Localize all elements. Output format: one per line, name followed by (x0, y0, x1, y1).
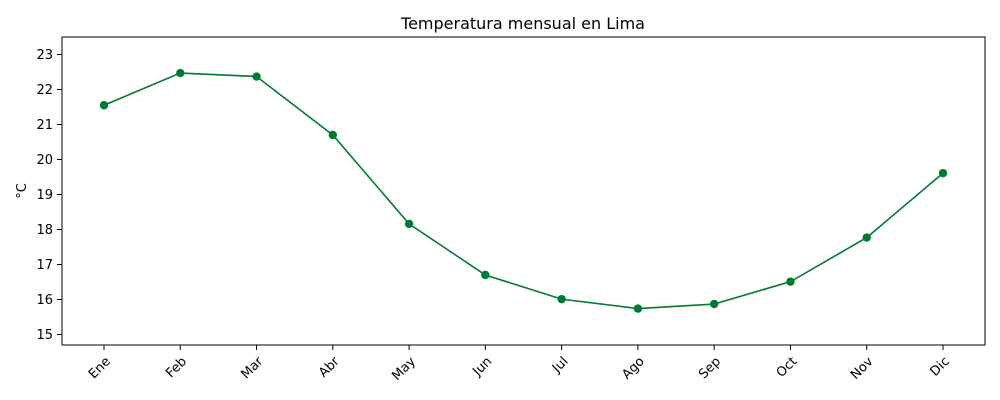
data-point (557, 294, 566, 304)
data-point (709, 299, 719, 309)
x-tick-label: Dic (928, 354, 953, 379)
y-tick-label: 17 (36, 258, 53, 273)
data-point (862, 233, 871, 242)
y-tick-label: 20 (36, 153, 53, 168)
series-layer (99, 68, 948, 313)
x-tick-label: Jun (470, 354, 496, 380)
x-tick-label: Nov (848, 354, 877, 383)
chart-title: Temperatura mensual en Lima (400, 14, 645, 33)
y-tick-label: 22 (36, 83, 53, 98)
data-point (99, 101, 109, 110)
x-tick-label: Sep (696, 354, 724, 382)
data-point (404, 219, 414, 229)
x-tick-label: Oct (774, 354, 801, 381)
y-axis-label: °C (15, 183, 30, 199)
x-tick-label: Feb (163, 354, 190, 381)
data-point (252, 72, 261, 81)
series-line (103, 72, 944, 310)
y-tick-label: 16 (36, 293, 53, 308)
x-tick-label: Ago (619, 354, 647, 382)
y-tick-label: 21 (36, 118, 53, 133)
x-axis: Ene Feb Mar Abr May Jun Jul Ago Sep Oct Nov Dic (86, 345, 953, 384)
data-point (481, 270, 490, 280)
y-tick-label: 19 (36, 188, 53, 203)
y-tick-label: 15 (36, 328, 53, 343)
y-axis: 15 16 17 18 19 20 21 22 23 (36, 48, 62, 343)
y-tick-label: 23 (36, 48, 53, 63)
x-tick-label: Mar (238, 354, 266, 382)
data-point (633, 304, 643, 313)
data-point (938, 168, 948, 178)
data-point (328, 130, 338, 140)
x-tick-label: Ene (86, 354, 114, 382)
x-tick-label: May (389, 354, 419, 384)
data-point (176, 68, 185, 78)
x-tick-label: Abr (316, 354, 343, 381)
x-tick-label: Jul (549, 354, 571, 376)
y-tick-label: 18 (36, 223, 53, 238)
data-point (786, 277, 795, 286)
plot-area-frame (61, 36, 986, 346)
